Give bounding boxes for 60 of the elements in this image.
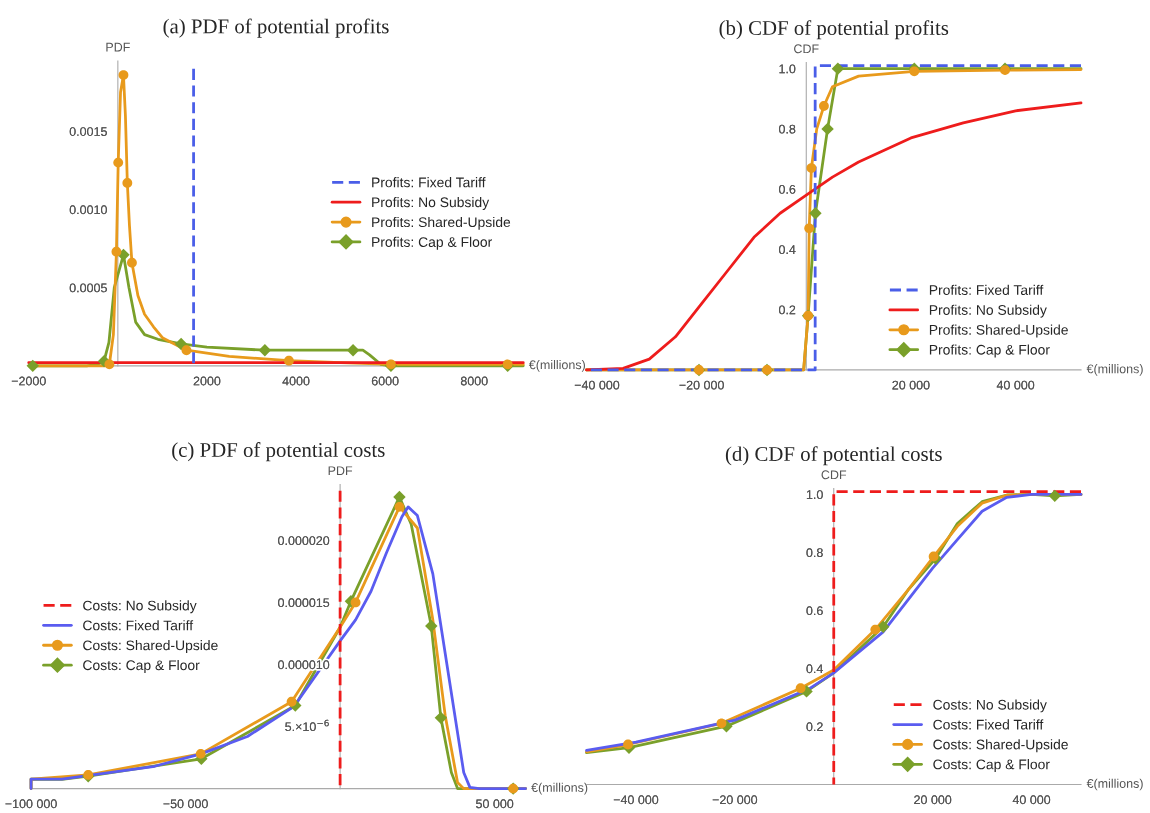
y-tick-label: 0.2 <box>778 305 796 315</box>
y-tick-label: 1.0 <box>779 64 796 74</box>
y-tick-label: 0.0005 <box>69 283 107 293</box>
x-tick-label: −100 000 <box>5 799 57 809</box>
legend-label: Profits: No Subsidy <box>372 196 490 210</box>
y-axis-title: CDF <box>794 44 819 54</box>
y-tick-label: 0.2 <box>806 722 823 732</box>
y-axis-title: PDF <box>106 42 130 52</box>
x-tick-label: 6000 <box>371 376 399 386</box>
y-tick-label: 0.0010 <box>69 205 107 215</box>
x-tick-label: 20 000 <box>892 380 930 390</box>
legend-label: Profits: Shared-Upside <box>929 324 1068 338</box>
x-tick-label: 8000 <box>460 376 488 386</box>
legend-label: Profits: Cap & Floor <box>929 344 1050 358</box>
legend-label: Profits: Fixed Tariff <box>372 177 486 188</box>
x-tick-label: −2000 <box>11 376 46 386</box>
x-axis-title: €(millions) <box>1086 778 1143 791</box>
x-tick-label: 20 000 <box>914 795 952 805</box>
legend-label: Costs: Fixed Tariff <box>83 620 194 631</box>
x-tick-label: −20 000 <box>679 380 724 390</box>
x-tick-label: 4000 <box>282 376 310 386</box>
legend-label: Costs: Fixed Tariff <box>933 719 1044 730</box>
legend-label: Costs: No Subsidy <box>933 699 1047 713</box>
legend-label: Costs: Cap & Floor <box>933 759 1050 773</box>
y-tick-label: 0.8 <box>806 548 823 558</box>
x-tick-label: −40 000 <box>574 380 620 390</box>
x-tick-label: −40 000 <box>613 795 659 805</box>
legend-label: Costs: Cap & Floor <box>83 659 200 673</box>
y-tick-label: 0.4 <box>778 245 796 255</box>
y-tick-label: 0.6 <box>806 606 823 616</box>
legend-label: Profits: Fixed Tariff <box>929 284 1044 295</box>
x-axis-title: €(millions) <box>528 360 585 372</box>
y-axis-title: CDF <box>821 470 847 480</box>
x-tick-label: 40 000 <box>1012 795 1051 805</box>
y-tick-label: 0.6 <box>778 184 796 194</box>
chart-title: (c) PDF of potential costs <box>172 442 385 462</box>
y-tick-label: 0.4 <box>806 664 823 674</box>
legend-label: Costs: Shared-Upside <box>933 739 1068 753</box>
x-tick-label: −20 000 <box>712 795 758 805</box>
y-tick-label: 0.0015 <box>69 127 107 136</box>
chart-title: (b) CDF of potential profits <box>719 20 949 40</box>
legend-label: Profits: Shared-Upside <box>372 216 511 230</box>
x-axis-title: €(millions) <box>1086 364 1143 376</box>
y-tick-label: 0.8 <box>778 124 796 134</box>
legend-label: Profits: No Subsidy <box>929 304 1047 318</box>
legend-label: Costs: No Subsidy <box>83 600 197 614</box>
y-tick-label: 0.000020 <box>278 536 330 546</box>
y-tick-label: 0.000015 <box>278 598 330 608</box>
y-tick-label: 1.0 <box>806 490 823 500</box>
x-tick-label: −50 000 <box>163 799 208 809</box>
legend-label: Profits: Cap & Floor <box>372 236 492 250</box>
x-tick-label: 2000 <box>193 376 221 386</box>
y-axis-title: PDF <box>328 466 353 476</box>
x-tick-label: 50 000 <box>476 799 514 809</box>
x-axis-title: €(millions) <box>531 782 588 795</box>
chart-title: (a) PDF of potential profits <box>163 18 389 38</box>
y-tick-label: 5.×10$^{−6}$ <box>285 719 329 732</box>
x-tick-label: 40 000 <box>996 380 1035 390</box>
chart-title: (d) CDF of potential costs <box>725 446 942 466</box>
legend-label: Costs: Shared-Upside <box>83 640 218 653</box>
